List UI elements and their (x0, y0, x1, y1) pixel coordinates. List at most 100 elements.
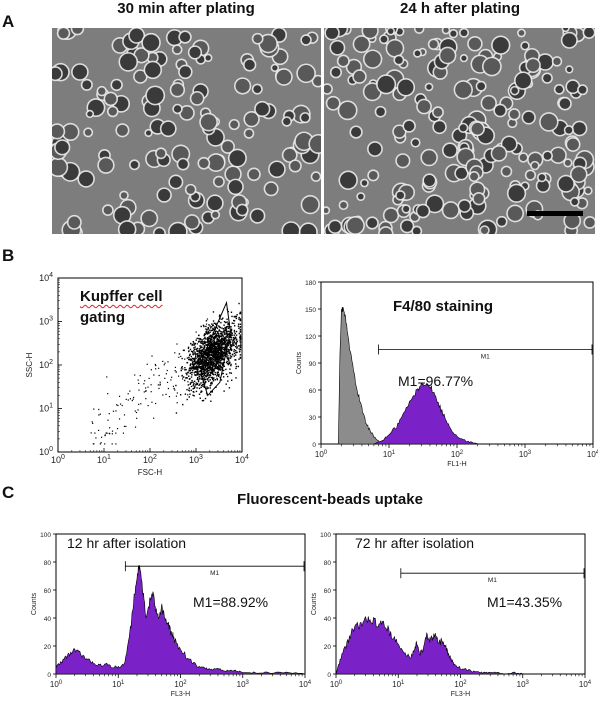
scatter-point (212, 362, 215, 364)
scatter-point (213, 333, 215, 335)
scatter-point (214, 379, 216, 381)
cell-body (245, 112, 259, 126)
scatter-point (213, 322, 215, 325)
scatter-point (209, 356, 212, 359)
scatter-point (233, 349, 236, 351)
scatter-point (196, 366, 199, 369)
beads12-xtick-label: 104 (299, 680, 312, 689)
scatter-xtick-label: 100 (51, 454, 65, 465)
cell-body (87, 111, 93, 117)
scatter-ytick-exp: 3 (49, 316, 53, 323)
scatter-point (144, 387, 147, 389)
scatter-point (190, 371, 193, 374)
scatter-point (239, 357, 242, 359)
scatter-point (162, 394, 164, 396)
scatter-point (226, 353, 228, 356)
scatter-point (214, 367, 217, 369)
scatter-point (221, 367, 223, 370)
scatter-point (196, 359, 199, 361)
cell-body (559, 98, 571, 109)
scatter-point (215, 342, 217, 344)
scatter-point (200, 355, 203, 357)
scatter-point (235, 315, 238, 318)
scatter-point (205, 344, 208, 346)
scatter-point (216, 358, 218, 360)
beads12-xtick-label: 103 (237, 680, 250, 689)
scatter-point (194, 386, 196, 389)
scatter-point (214, 360, 216, 362)
beads12-xlabel: FL3-H (171, 691, 190, 698)
cell-body (208, 154, 224, 171)
scatter-point (203, 341, 206, 344)
scatter-point (209, 335, 211, 338)
scatter-point (193, 353, 195, 355)
scatter-point (204, 369, 206, 371)
scatter-point (186, 377, 188, 379)
scatter-point (217, 375, 220, 377)
scatter-point (223, 390, 225, 392)
scatter-point (173, 387, 175, 390)
scatter-point (215, 322, 217, 325)
scatter-point (228, 322, 230, 325)
cell-body (364, 83, 381, 100)
cell-body (396, 191, 405, 200)
scatter-point (158, 387, 160, 390)
scatter-point (198, 337, 200, 340)
scatter-point (222, 339, 224, 342)
scatter-point (207, 341, 210, 343)
scatter-point (206, 368, 208, 370)
scatter-point (193, 395, 195, 397)
scatter-point (146, 363, 148, 365)
scatter-point (212, 352, 214, 354)
scatter-point (165, 373, 167, 375)
scatter-point (98, 408, 100, 411)
beads12-xtick-label: 101 (112, 680, 125, 689)
scatter-point (187, 394, 189, 396)
scatter-point (118, 418, 121, 420)
scatter-point (215, 334, 218, 336)
scatter-point (209, 367, 211, 370)
cell-body (120, 53, 137, 71)
scatter-point (194, 368, 196, 370)
scatter-point (181, 378, 184, 380)
scatter-point (212, 345, 214, 348)
scatter-point (210, 361, 213, 364)
scatter-point (239, 346, 242, 348)
scatter-point (228, 330, 230, 333)
cell-body (230, 120, 239, 129)
cell-body (158, 188, 171, 202)
scatter-point (217, 371, 219, 373)
scatter-point (219, 356, 222, 358)
scatter-point (205, 350, 207, 352)
scatter-point (229, 341, 231, 343)
cell-body (212, 211, 219, 218)
scatter-point (207, 371, 209, 373)
cell-body (443, 144, 457, 157)
scatter-point (211, 381, 213, 384)
cell-body (450, 30, 457, 37)
scatter-point (210, 361, 212, 364)
cell-body (180, 106, 194, 120)
scatter-point (230, 328, 233, 330)
scatter-point (184, 369, 186, 371)
f480-series-isotype (338, 307, 383, 445)
scatter-point (203, 379, 206, 381)
scatter-point (200, 382, 202, 384)
scatter-point (212, 370, 214, 372)
scatter-point (207, 327, 210, 330)
cell-body (357, 193, 364, 200)
scatter-point (209, 379, 211, 381)
scatter-point (211, 364, 213, 366)
micrograph-title-24h: 24 h after plating (399, 0, 521, 17)
scatter-point (224, 338, 226, 340)
scatter-point (227, 358, 230, 361)
scatter-point (220, 331, 222, 333)
panel-letter-b: B (2, 246, 15, 265)
cell-body (186, 185, 195, 194)
scatter-point (188, 387, 191, 389)
cell-body (72, 28, 83, 34)
cell-body (154, 228, 165, 234)
scatter-point (174, 352, 176, 354)
scatter-point (206, 337, 209, 339)
